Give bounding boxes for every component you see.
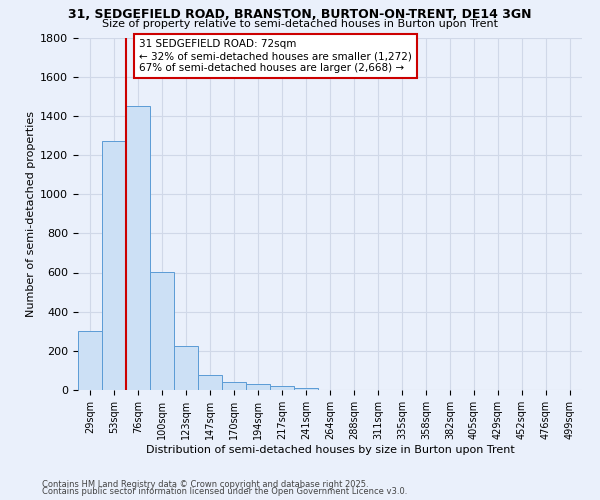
Bar <box>175 346 197 390</box>
Y-axis label: Number of semi-detached properties: Number of semi-detached properties <box>26 111 36 317</box>
Bar <box>151 272 173 390</box>
Text: 31 SEDGEFIELD ROAD: 72sqm
← 32% of semi-detached houses are smaller (1,272)
67% : 31 SEDGEFIELD ROAD: 72sqm ← 32% of semi-… <box>139 40 412 72</box>
X-axis label: Distribution of semi-detached houses by size in Burton upon Trent: Distribution of semi-detached houses by … <box>146 444 514 454</box>
Text: Contains HM Land Registry data © Crown copyright and database right 2025.: Contains HM Land Registry data © Crown c… <box>42 480 368 489</box>
Bar <box>127 106 149 390</box>
Bar <box>79 331 101 390</box>
Text: 31, SEDGEFIELD ROAD, BRANSTON, BURTON-ON-TRENT, DE14 3GN: 31, SEDGEFIELD ROAD, BRANSTON, BURTON-ON… <box>68 8 532 20</box>
Bar <box>271 386 293 390</box>
Bar <box>247 384 269 390</box>
Bar <box>199 376 221 390</box>
Bar <box>103 141 125 390</box>
Text: Size of property relative to semi-detached houses in Burton upon Trent: Size of property relative to semi-detach… <box>102 19 498 29</box>
Bar <box>223 382 245 390</box>
Text: Contains public sector information licensed under the Open Government Licence v3: Contains public sector information licen… <box>42 488 407 496</box>
Bar <box>295 388 317 390</box>
